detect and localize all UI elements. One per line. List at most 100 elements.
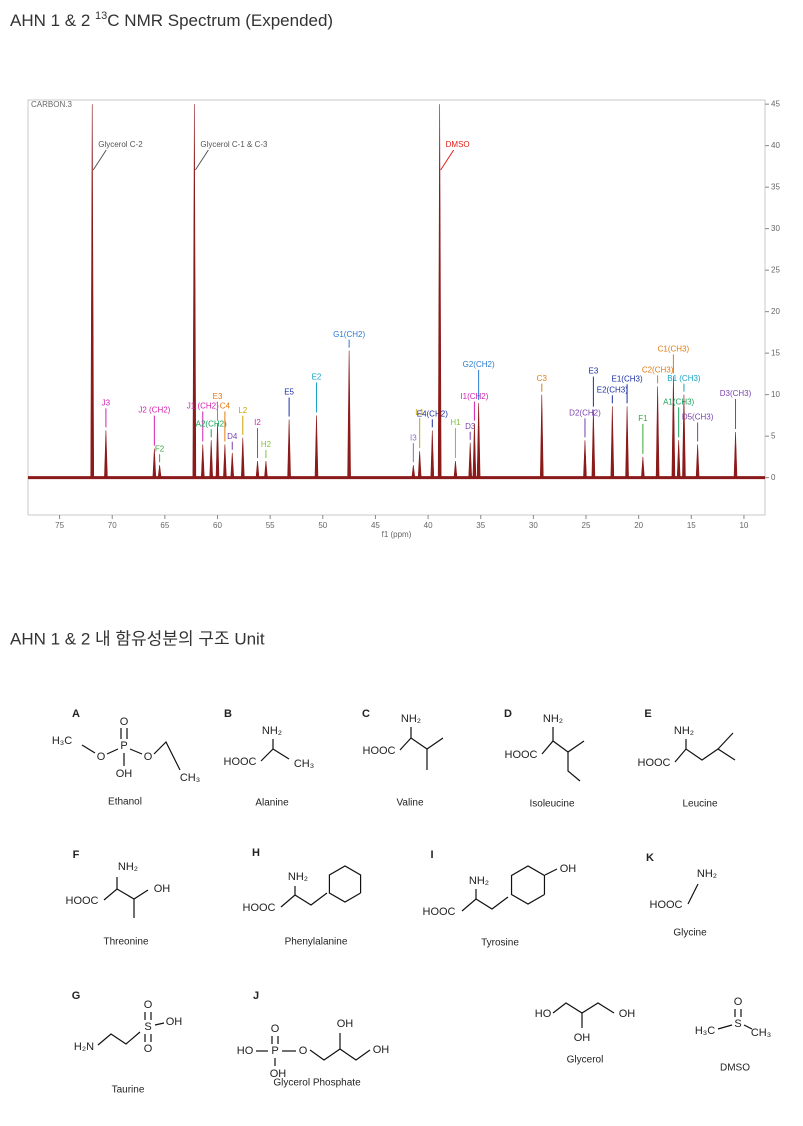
peak [476, 402, 481, 478]
peak-label: E2(CH3) [597, 385, 628, 394]
atom-label: OH [574, 1032, 591, 1044]
y-tick-label: 0 [771, 473, 776, 482]
peak-label: F1 [638, 414, 648, 423]
atom-label: HOOC [650, 899, 683, 911]
atom-label: OH [337, 1018, 354, 1030]
bond [717, 732, 734, 750]
peak-label: L2 [238, 406, 247, 415]
bond [260, 748, 290, 762]
bond [103, 888, 149, 901]
plot-frame [27, 99, 766, 516]
bond [309, 1048, 371, 1061]
structure-name: Phenylalanine [285, 937, 348, 948]
peak [152, 448, 157, 478]
structure-name: Alanine [255, 798, 289, 809]
structure-name: Leucine [682, 799, 717, 810]
peak [411, 465, 416, 478]
title-isotope: 13 [95, 10, 107, 22]
peak-label: B1 (CH3) [667, 374, 701, 383]
structure-name: DMSO [720, 1063, 750, 1074]
peak [347, 350, 351, 478]
x-tick-label: 25 [582, 521, 591, 530]
peak-label: E3 [588, 367, 598, 376]
peak [240, 437, 245, 478]
peak-label: L1 [415, 408, 424, 417]
atom-label: OH [560, 863, 577, 875]
bond [743, 1024, 753, 1030]
peak-label: E2 [312, 373, 322, 382]
atom-label: HOOC [243, 902, 276, 914]
peak-label: E3 [213, 392, 223, 401]
peak [695, 444, 700, 478]
peak-label: I3 [410, 433, 417, 442]
peak [157, 465, 162, 478]
y-tick-label: 10 [771, 390, 780, 399]
bond [552, 1002, 615, 1014]
atom-label: HO [535, 1008, 552, 1020]
peak [287, 419, 291, 478]
atom-label: NH₂ [262, 725, 282, 737]
structure-letter: F [73, 849, 80, 861]
peak-arrow [92, 149, 107, 171]
structure-letter: B [224, 708, 232, 720]
peak [676, 440, 681, 478]
peak [472, 423, 477, 478]
structure-letter: H [252, 847, 260, 859]
peak-label: I1(CH2) [460, 392, 488, 401]
y-tick-label: 40 [771, 141, 780, 150]
x-tick-label: 40 [424, 521, 433, 530]
x-tick-label: 70 [108, 521, 117, 530]
atom-label: HOOC [423, 906, 456, 918]
peak-label: J1 (CH2) [187, 402, 219, 411]
x-axis-label: f1 (ppm) [382, 530, 412, 539]
structure-letter: C [362, 708, 370, 720]
atom-label: O [120, 716, 129, 728]
bond [687, 883, 699, 905]
structure-letter: J [253, 990, 259, 1002]
y-tick-label: 45 [771, 99, 780, 108]
peak-label: C4 [220, 402, 231, 411]
atom-label: CH₃ [294, 758, 314, 770]
peak [209, 440, 214, 478]
atom-label: HOOC [224, 756, 257, 768]
structure-letter: K [646, 852, 654, 864]
atom-label: HOOC [66, 895, 99, 907]
title-prefix: AHN 1 & 2 [10, 11, 95, 30]
dataset-label: CARBON.3 [31, 100, 72, 109]
peak [610, 406, 615, 478]
atom-label: O [144, 999, 153, 1011]
x-tick-label: 35 [476, 521, 485, 530]
peak [264, 461, 268, 478]
peak [90, 104, 95, 478]
bond [154, 1022, 165, 1026]
atom-label: O [734, 996, 743, 1008]
atom-label: O [97, 751, 106, 763]
atom-label: S [734, 1018, 741, 1030]
atom-label: O [271, 1023, 280, 1035]
bond [81, 744, 96, 754]
peak-label: H2 [261, 440, 272, 449]
y-tick-label: 20 [771, 307, 780, 316]
x-tick-label: 65 [160, 521, 169, 530]
peak-label: C2(CH3) [642, 365, 674, 374]
atom-label: OH [154, 883, 171, 895]
atom-label: NH₂ [543, 713, 563, 725]
peak [641, 456, 645, 478]
peak [583, 440, 587, 478]
peak-arrow [194, 149, 209, 171]
bond [106, 748, 119, 755]
y-tick-label: 15 [771, 348, 780, 357]
atom-label: O [144, 1043, 153, 1055]
bond [399, 737, 444, 751]
bond [674, 748, 736, 763]
peak-label: J2 (CH2) [138, 406, 170, 415]
peak [192, 104, 197, 478]
atom-label: O [144, 751, 153, 763]
title-rest: C NMR Spectrum (Expended) [107, 11, 333, 30]
structure-letter: A [72, 708, 80, 720]
atom-label: NH₂ [288, 871, 308, 883]
bond [510, 865, 546, 905]
structure-name: Isoleucine [529, 799, 574, 810]
peak [430, 430, 435, 478]
